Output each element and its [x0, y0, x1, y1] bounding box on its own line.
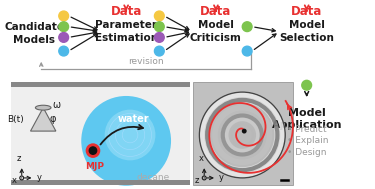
Text: decane: decane: [137, 174, 170, 182]
Circle shape: [59, 11, 69, 21]
Text: revision: revision: [128, 57, 164, 66]
Text: ω: ω: [52, 100, 60, 110]
Bar: [192, 82, 293, 185]
Circle shape: [88, 146, 98, 155]
Ellipse shape: [35, 105, 51, 110]
Text: MJP: MJP: [86, 162, 104, 171]
Text: x: x: [199, 154, 204, 163]
Text: Candidate
Models: Candidate Models: [4, 22, 64, 45]
Circle shape: [231, 123, 254, 147]
Circle shape: [154, 33, 164, 42]
Circle shape: [59, 22, 69, 32]
Circle shape: [210, 103, 274, 167]
Circle shape: [302, 80, 312, 90]
Circle shape: [154, 22, 164, 32]
Circle shape: [86, 143, 100, 158]
Circle shape: [242, 46, 252, 56]
Circle shape: [59, 33, 69, 42]
Text: φ: φ: [49, 114, 55, 124]
Text: Model
Criticism: Model Criticism: [190, 20, 242, 43]
Text: Model
Selection: Model Selection: [279, 20, 334, 43]
Text: Data: Data: [291, 5, 322, 18]
Circle shape: [242, 129, 247, 134]
Text: Data: Data: [111, 5, 142, 18]
Text: z: z: [195, 176, 200, 185]
Circle shape: [242, 22, 252, 32]
Text: y: y: [219, 174, 224, 182]
Bar: [11, 82, 190, 185]
Bar: [11, 180, 190, 185]
Circle shape: [154, 46, 164, 56]
Text: z: z: [16, 154, 21, 163]
Circle shape: [21, 177, 22, 179]
Text: y: y: [36, 174, 41, 182]
Text: x: x: [12, 176, 17, 185]
Text: Model
Application: Model Application: [272, 108, 342, 130]
Circle shape: [81, 96, 171, 186]
Circle shape: [204, 177, 205, 179]
Circle shape: [221, 114, 264, 156]
Circle shape: [203, 96, 281, 174]
Circle shape: [154, 11, 164, 21]
Text: • Explain: • Explain: [287, 136, 328, 145]
Circle shape: [105, 110, 155, 160]
Circle shape: [59, 46, 69, 56]
Text: B(t): B(t): [7, 115, 24, 124]
Text: • Design: • Design: [287, 148, 327, 157]
Polygon shape: [30, 108, 56, 131]
Text: water: water: [118, 114, 150, 124]
Text: Parameter
Estimation: Parameter Estimation: [94, 20, 158, 43]
Bar: [11, 82, 190, 87]
Text: Data: Data: [200, 5, 232, 18]
Text: • Predict: • Predict: [287, 125, 327, 134]
